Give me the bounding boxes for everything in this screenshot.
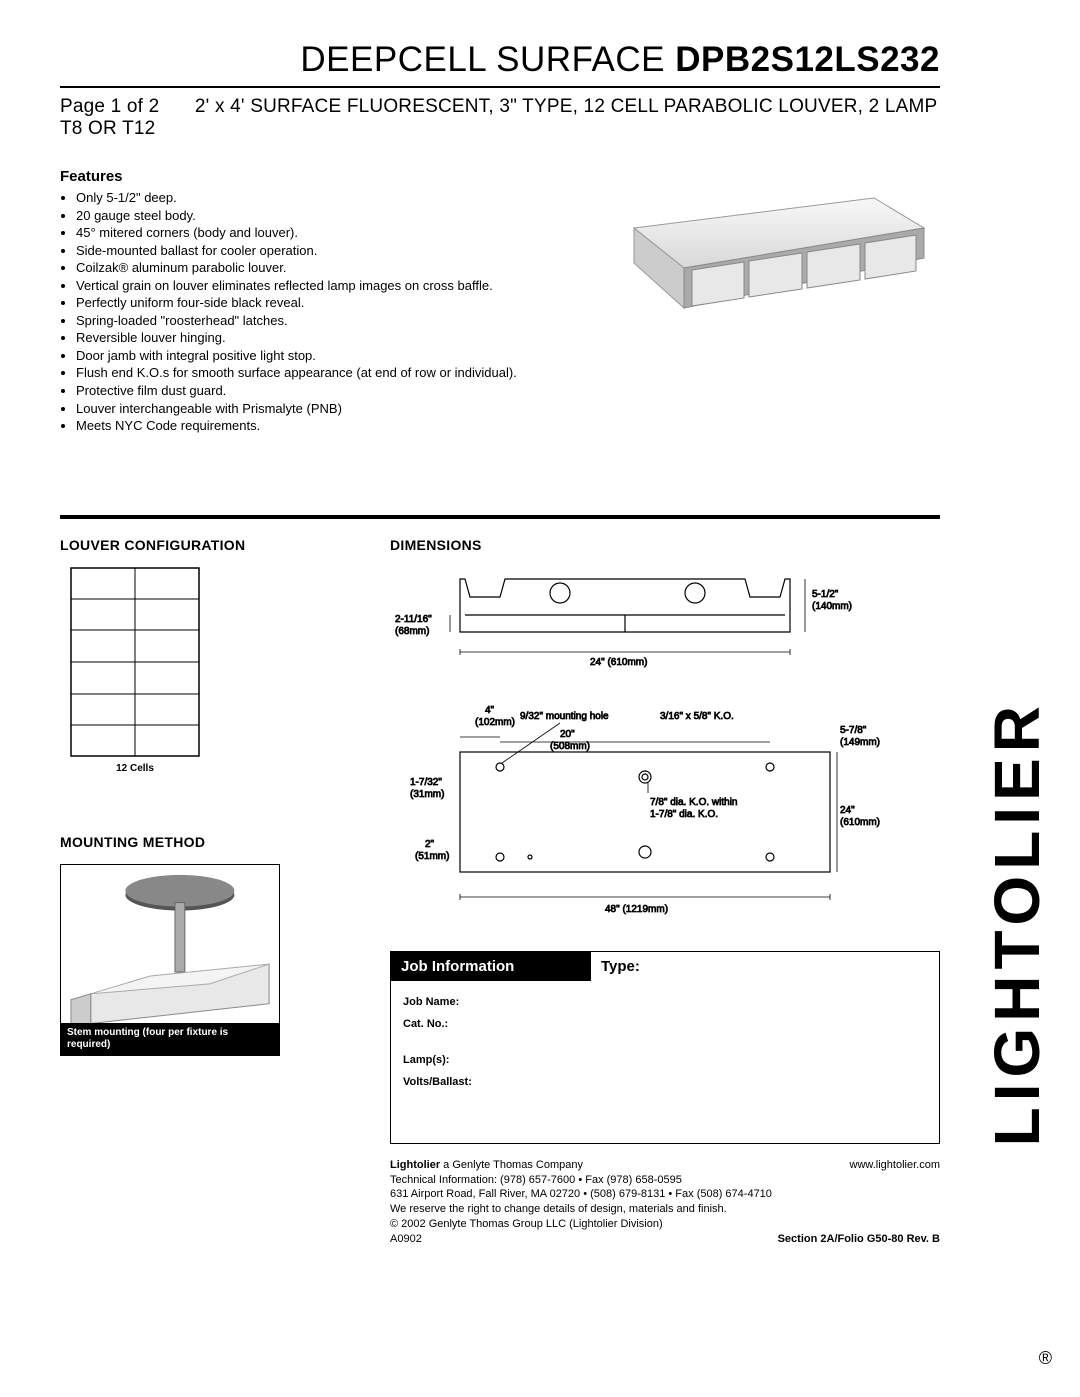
job-type-header: Type: xyxy=(591,952,650,981)
feature-item: Perfectly uniform four-side black reveal… xyxy=(76,294,560,312)
svg-text:(610mm): (610mm) xyxy=(840,817,880,828)
feature-item: 45° mitered corners (body and louver). xyxy=(76,224,560,242)
svg-text:(68mm): (68mm) xyxy=(395,626,429,637)
svg-text:4": 4" xyxy=(485,705,495,716)
product-line: DEEPCELL SURFACE xyxy=(300,40,665,79)
footer-address: 631 Airport Road, Fall River, MA 02720 •… xyxy=(390,1187,940,1202)
footer: Lightolier a Genlyte Thomas Company www.… xyxy=(390,1158,940,1247)
registered-icon: ® xyxy=(1039,1348,1052,1369)
svg-text:24" (610mm): 24" (610mm) xyxy=(590,657,647,668)
job-field: Cat. No.: xyxy=(403,1013,927,1035)
footer-company-desc: a Genlyte Thomas Company xyxy=(440,1159,583,1171)
features-heading: Features xyxy=(60,168,560,185)
svg-text:1-7/32": 1-7/32" xyxy=(410,777,442,788)
svg-text:(51mm): (51mm) xyxy=(415,851,449,862)
product-description: 2' x 4' SURFACE FLUORESCENT, 3" TYPE, 12… xyxy=(60,96,937,139)
feature-item: Spring-loaded "roosterhead" latches. xyxy=(76,312,560,330)
job-field: Job Name: xyxy=(403,991,927,1013)
feature-item: Side-mounted ballast for cooler operatio… xyxy=(76,242,560,260)
svg-text:3/16" x 5/8" K.O.: 3/16" x 5/8" K.O. xyxy=(660,711,734,722)
svg-text:20": 20" xyxy=(560,729,575,740)
mounting-diagram: Stem mounting (four per fixture is requi… xyxy=(60,864,280,1057)
feature-item: Only 5-1/2" deep. xyxy=(76,189,560,207)
svg-text:7/8" dia. K.O. within: 7/8" dia. K.O. within xyxy=(650,797,737,808)
header-title: DEEPCELL SURFACE DPB2S12LS232 xyxy=(60,40,1030,80)
svg-text:48" (1219mm): 48" (1219mm) xyxy=(605,904,668,915)
feature-item: Louver interchangeable with Prismalyte (… xyxy=(76,400,560,418)
footer-code: A0902 xyxy=(390,1233,422,1245)
job-field: Volts/Ballast: xyxy=(403,1071,927,1093)
svg-text:24": 24" xyxy=(840,805,855,816)
svg-text:(140mm): (140mm) xyxy=(812,601,852,612)
subheader: Page 1 of 2 2' x 4' SURFACE FLUORESCENT,… xyxy=(60,96,1030,140)
feature-item: 20 gauge steel body. xyxy=(76,207,560,225)
feature-item: Door jamb with integral positive light s… xyxy=(76,347,560,365)
job-info-box: Job Information Type: Job Name:Cat. No.:… xyxy=(390,951,940,1144)
features-list: Only 5-1/2" deep.20 gauge steel body.45°… xyxy=(60,189,560,435)
feature-item: Flush end K.O.s for smooth surface appea… xyxy=(76,364,560,382)
svg-text:5-7/8": 5-7/8" xyxy=(840,725,867,736)
svg-text:(102mm): (102mm) xyxy=(475,717,515,728)
job-field: Lamp(s): xyxy=(403,1049,927,1071)
svg-text:(508mm): (508mm) xyxy=(550,741,590,752)
svg-text:2-11/16": 2-11/16" xyxy=(395,614,432,625)
footer-section: Section 2A/Folio G50-80 Rev. B xyxy=(778,1232,940,1247)
mid-rule xyxy=(60,515,940,519)
footer-website: www.lightolier.com xyxy=(850,1158,940,1173)
feature-item: Reversible louver hinging. xyxy=(76,329,560,347)
dimensions-heading: DIMENSIONS xyxy=(390,537,940,553)
product-image xyxy=(584,168,934,368)
mounting-caption: Stem mounting (four per fixture is requi… xyxy=(61,1023,279,1055)
svg-text:9/32" mounting hole: 9/32" mounting hole xyxy=(520,711,609,722)
louver-grid xyxy=(70,567,200,757)
header-rule xyxy=(60,86,940,88)
svg-text:5-1/2": 5-1/2" xyxy=(812,589,839,600)
footer-tech: Technical Information: (978) 657-7600 • … xyxy=(390,1173,940,1188)
mounting-heading: MOUNTING METHOD xyxy=(60,834,360,850)
dimensions-side-view: 2-11/16" (68mm) 5-1/2" (140mm) 24" (610m… xyxy=(390,567,940,677)
svg-text:(149mm): (149mm) xyxy=(840,737,880,748)
feature-item: Coilzak® aluminum parabolic louver. xyxy=(76,259,560,277)
svg-text:(31mm): (31mm) xyxy=(410,789,444,800)
louver-caption: 12 Cells xyxy=(70,763,200,774)
louver-heading: LOUVER CONFIGURATION xyxy=(60,537,360,553)
job-info-header: Job Information xyxy=(391,952,591,981)
svg-text:1-7/8" dia. K.O.: 1-7/8" dia. K.O. xyxy=(650,809,718,820)
page-number: Page 1 of 2 xyxy=(60,96,159,118)
footer-copyright: © 2002 Genlyte Thomas Group LLC (Lightol… xyxy=(390,1217,940,1232)
feature-item: Vertical grain on louver eliminates refl… xyxy=(76,277,560,295)
job-info-fields: Job Name:Cat. No.: Lamp(s):Volts/Ballast: xyxy=(391,981,939,1143)
feature-item: Protective film dust guard. xyxy=(76,382,560,400)
svg-text:2": 2" xyxy=(425,839,435,850)
model-number: DPB2S12LS232 xyxy=(675,40,940,79)
dimensions-top-view: 4" (102mm) 9/32" mounting hole 3/16" x 5… xyxy=(390,697,940,927)
brand-logo: LIGHTOLIER xyxy=(980,700,1054,1146)
feature-item: Meets NYC Code requirements. xyxy=(76,417,560,435)
footer-company: Lightolier xyxy=(390,1159,440,1171)
footer-reserve: We reserve the right to change details o… xyxy=(390,1202,940,1217)
